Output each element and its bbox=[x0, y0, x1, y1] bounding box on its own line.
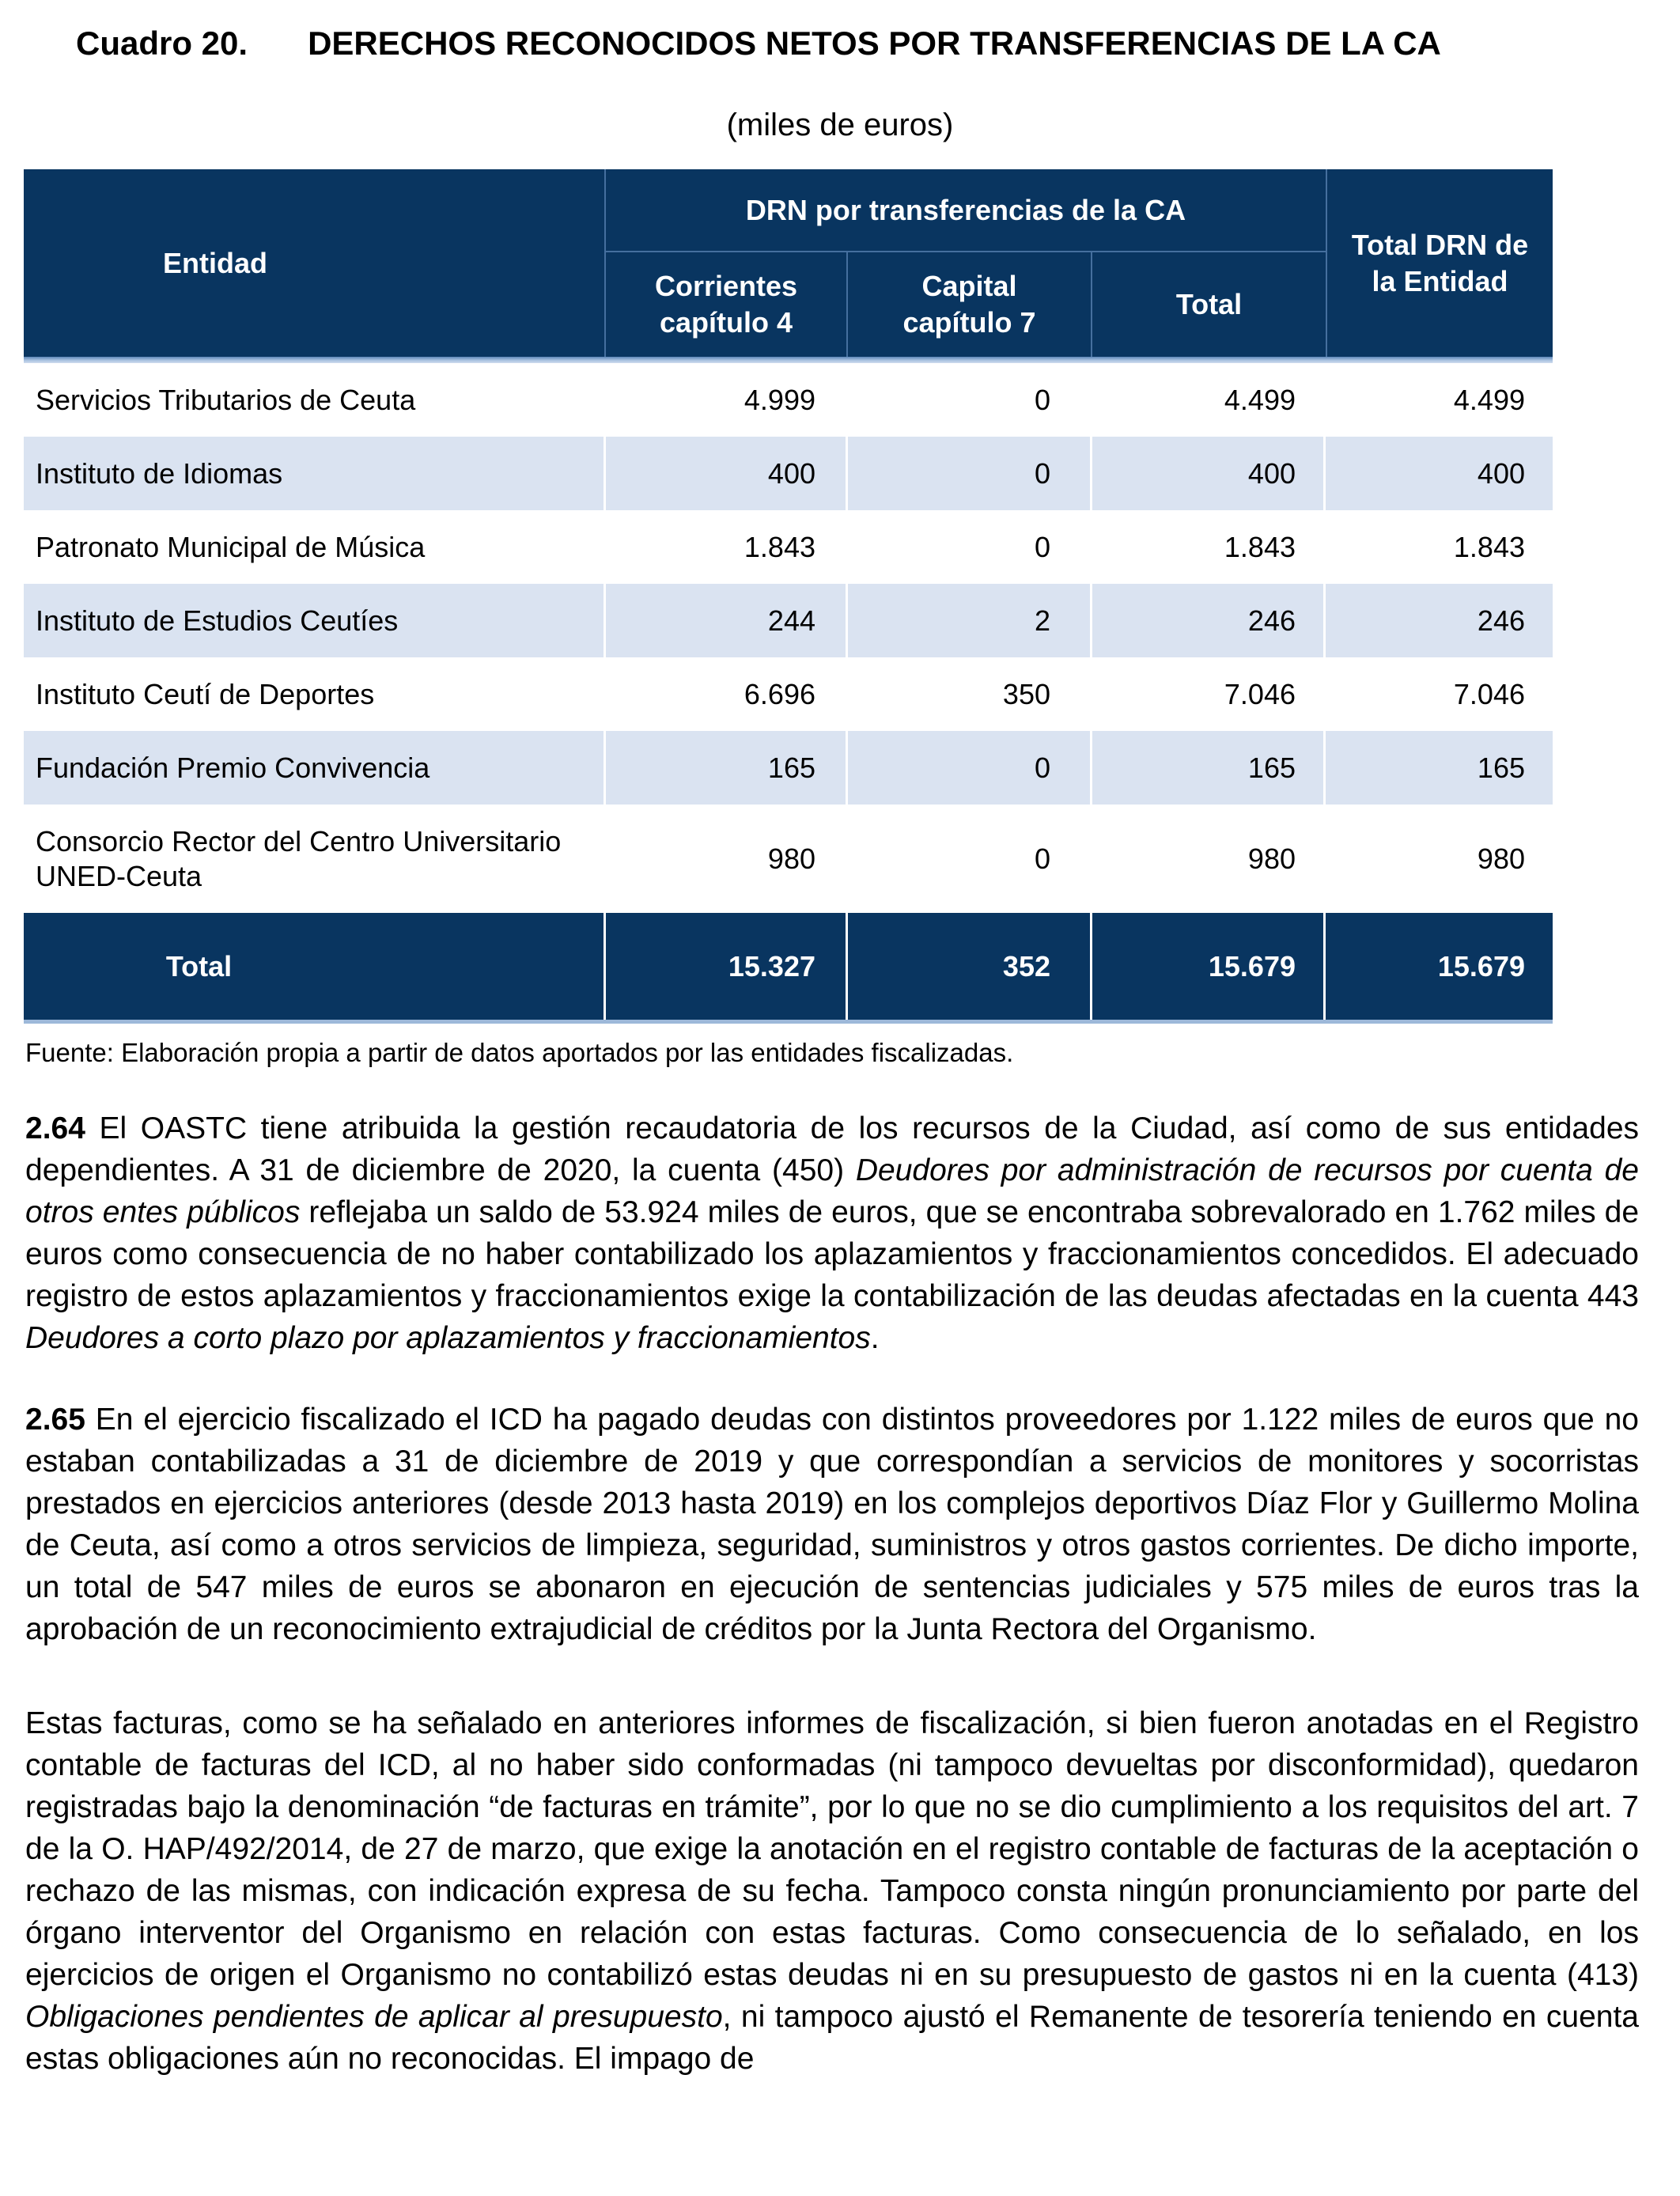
table-row-cell: 4.499 bbox=[1092, 363, 1326, 437]
table-row-entity: Instituto de Idiomas bbox=[24, 437, 606, 510]
table-row-cell: 6.696 bbox=[606, 657, 848, 731]
table-row-cell: 1.843 bbox=[606, 510, 848, 584]
paragraph-2-64: 2.64 El OASTC tiene atribuida la gestión… bbox=[25, 1107, 1639, 1359]
table-row-cell: 980 bbox=[1092, 805, 1326, 913]
paragraph-text: Estas facturas, como se ha señalado en a… bbox=[25, 1706, 1639, 1992]
caption-number: Cuadro 20. bbox=[76, 25, 248, 62]
table-row-cell: 4.999 bbox=[606, 363, 848, 437]
table-row-cell: 2 bbox=[848, 584, 1092, 657]
table-row-entity: Patronato Municipal de Música bbox=[24, 510, 606, 584]
table-row-cell: 1.843 bbox=[1092, 510, 1326, 584]
table-row-entity: Servicios Tributarios de Ceuta bbox=[24, 363, 606, 437]
table-row-cell: 165 bbox=[1326, 731, 1553, 805]
header-drn-group: DRN por transferencias de la CA bbox=[606, 169, 1326, 252]
header-divider bbox=[24, 357, 1553, 363]
italic-account-term: Deudores a corto plazo por aplazamientos… bbox=[25, 1321, 871, 1355]
table-row-entity: Instituto de Estudios Ceutíes bbox=[24, 584, 606, 657]
table-row-cell: 0 bbox=[848, 805, 1092, 913]
italic-account-term: Deudores por administración de recursos … bbox=[25, 1153, 1639, 1229]
total-row-cell: 15.679 bbox=[1092, 913, 1326, 1020]
paragraph-text: reflejaba un saldo de 53.924 miles de eu… bbox=[25, 1195, 1640, 1313]
table-row-cell: 0 bbox=[848, 731, 1092, 805]
paragraph-number: 2.65 bbox=[25, 1403, 85, 1437]
paragraph-text: En el ejercicio fiscalizado el ICD ha pa… bbox=[25, 1403, 1639, 1646]
table-row-cell: 400 bbox=[1326, 437, 1553, 510]
paragraph-text: El OASTC tiene atribuida la gestión reca… bbox=[25, 1111, 1640, 1187]
table-row-cell: 1.843 bbox=[1326, 510, 1553, 584]
table-source: Fuente: Elaboración propia a partir de d… bbox=[25, 1038, 1014, 1067]
total-row-label: Total bbox=[24, 913, 606, 1020]
table-row-cell: 246 bbox=[1092, 584, 1326, 657]
table-row-cell: 4.499 bbox=[1326, 363, 1553, 437]
table-row-cell: 7.046 bbox=[1326, 657, 1553, 731]
table-caption: Cuadro 20. DERECHOS RECONOCIDOS NETOS PO… bbox=[76, 21, 1648, 66]
table-row-cell: 7.046 bbox=[1092, 657, 1326, 731]
table-bottom-divider bbox=[24, 1020, 1553, 1024]
italic-account-term: Obligaciones pendientes de aplicar al pr… bbox=[25, 2000, 723, 2034]
table-row-cell: 0 bbox=[848, 437, 1092, 510]
table-row-cell: 980 bbox=[1326, 805, 1553, 913]
header-capital: Capital capítulo 7 bbox=[848, 252, 1092, 357]
table-row-cell: 400 bbox=[606, 437, 848, 510]
caption-units: (miles de euros) bbox=[726, 108, 954, 142]
header-total: Total bbox=[1092, 252, 1326, 357]
paragraph-text: , ni tampoco ajustó el Remanente de teso… bbox=[25, 2000, 1639, 2076]
header-entidad: Entidad bbox=[24, 169, 606, 357]
header-total-drn: Total DRN de la Entidad bbox=[1326, 169, 1553, 357]
paragraph-number: 2.64 bbox=[25, 1111, 85, 1145]
table-row-cell: 246 bbox=[1326, 584, 1553, 657]
total-row-cell: 352 bbox=[848, 913, 1092, 1020]
total-row-cell: 15.679 bbox=[1326, 913, 1553, 1020]
table-row-cell: 350 bbox=[848, 657, 1092, 731]
table-row-cell: 980 bbox=[606, 805, 848, 913]
table-row-cell: 400 bbox=[1092, 437, 1326, 510]
paragraph-2-65: 2.65 En el ejercicio fiscalizado el ICD … bbox=[25, 1399, 1639, 1650]
table-row-cell: 165 bbox=[606, 731, 848, 805]
table-row-cell: 165 bbox=[1092, 731, 1326, 805]
paragraph-facturas: Estas facturas, como se ha señalado en a… bbox=[25, 1702, 1639, 2080]
table-row-cell: 0 bbox=[848, 510, 1092, 584]
table-row-entity: Instituto Ceutí de Deportes bbox=[24, 657, 606, 731]
header-corrientes: Corrientes capítulo 4 bbox=[606, 252, 848, 357]
caption-title: DERECHOS RECONOCIDOS NETOS POR TRANSFERE… bbox=[308, 25, 1441, 62]
table-row-cell: 0 bbox=[848, 363, 1092, 437]
paragraph-text: . bbox=[870, 1321, 880, 1355]
table-row-cell: 244 bbox=[606, 584, 848, 657]
total-row-cell: 15.327 bbox=[606, 913, 848, 1020]
data-table: Entidad DRN por transferencias de la CA … bbox=[24, 169, 1553, 1024]
table-row-entity: Consorcio Rector del Centro Universitari… bbox=[24, 805, 606, 913]
table-row-entity: Fundación Premio Convivencia bbox=[24, 731, 606, 805]
